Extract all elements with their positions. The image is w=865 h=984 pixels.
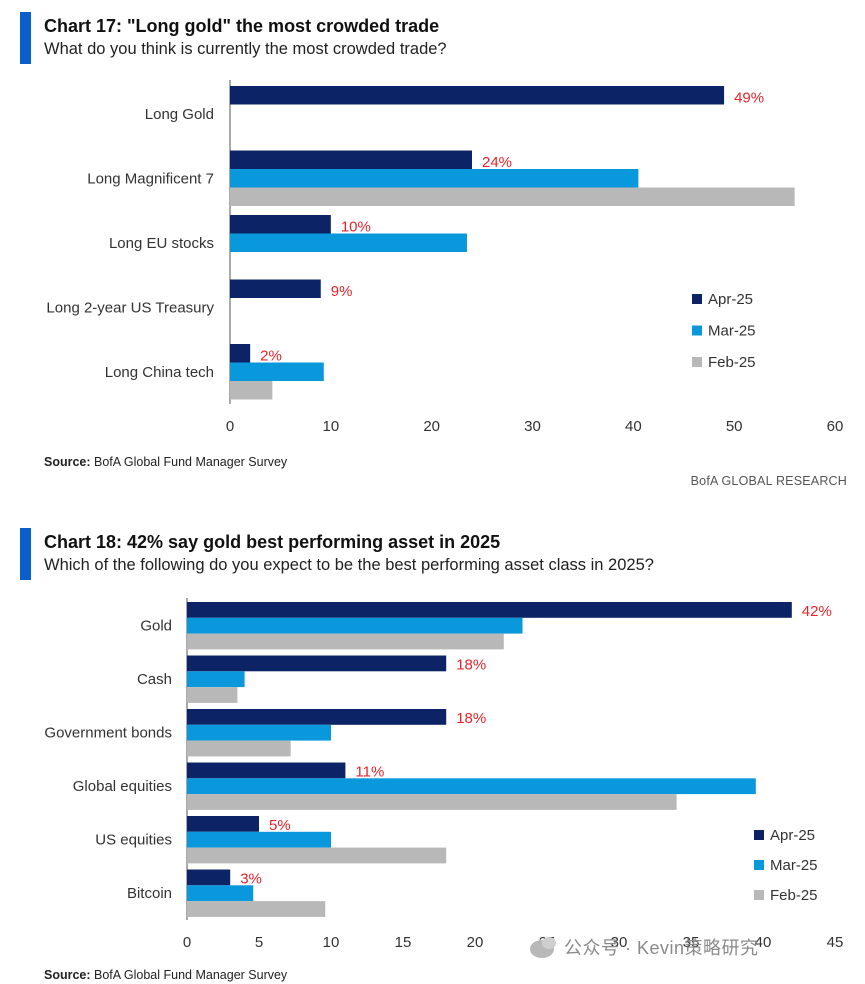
- chart-18-plot: Gold 42% Cash 18% Government bonds 18% Global …: [44, 598, 844, 951]
- bar-apr-25: [230, 344, 251, 363]
- bar-apr-25: [187, 762, 346, 779]
- bar-apr-25: [187, 869, 231, 886]
- legend-swatch-mar-25: [692, 325, 702, 336]
- chart-source: Source: BofA Global Fund Manager Survey: [44, 455, 287, 469]
- bar-mar-25: [187, 778, 756, 795]
- chart-subtitle: Which of the following do you expect to …: [44, 556, 654, 574]
- bar-apr-25: [187, 709, 447, 725]
- x-tick-label: 20: [423, 418, 440, 435]
- category-label: Long Gold: [145, 106, 214, 123]
- x-tick-label: 15: [395, 934, 412, 951]
- chart-source: Source: BofA Global Fund Manager Survey: [44, 968, 287, 982]
- bar-apr-25: [230, 215, 331, 234]
- data-label: 2%: [260, 348, 282, 365]
- legend-swatch-feb-25: [754, 890, 764, 900]
- bar-feb-25: [187, 633, 504, 650]
- category-label: Government bonds: [44, 725, 172, 742]
- legend-label: Mar-25: [708, 323, 756, 340]
- bar-apr-25: [187, 602, 792, 618]
- category-label: US equities: [95, 832, 172, 849]
- x-tick-label: 30: [524, 418, 541, 435]
- category-label: Global equities: [73, 778, 172, 795]
- data-label: 5%: [269, 817, 291, 834]
- watermark-text: 公众号 · Kevin策略研究: [564, 938, 759, 958]
- chart-title: Chart 18: 42% say gold best performing a…: [44, 532, 501, 552]
- bar-mar-25: [230, 362, 324, 381]
- x-tick-label: 0: [226, 418, 234, 435]
- legend-label: Apr-25: [770, 827, 815, 844]
- source-prefix: Source:: [44, 968, 91, 982]
- bar-feb-25: [187, 901, 326, 917]
- brand-label: BofA GLOBAL RESEARCH: [690, 474, 847, 488]
- data-label: 24%: [482, 154, 512, 171]
- title-accent-bar: [20, 528, 31, 580]
- bar-feb-25: [230, 187, 795, 206]
- chart-18-panel: Chart 18: 42% say gold best performing a…: [0, 520, 865, 984]
- bar-mar-25: [230, 233, 467, 252]
- watermark: 公众号 · Kevin策略研究: [530, 934, 759, 960]
- bar-mar-25: [187, 724, 331, 741]
- x-tick-label: 45: [827, 934, 844, 951]
- data-label: 11%: [355, 763, 384, 780]
- bar-apr-25: [187, 816, 259, 832]
- x-tick-label: 10: [323, 934, 340, 951]
- legend-label: Mar-25: [770, 857, 818, 874]
- x-tick-label: 50: [726, 418, 743, 435]
- bar-feb-25: [187, 687, 238, 703]
- wechat-icon: [530, 937, 556, 959]
- legend-label: Feb-25: [770, 887, 818, 904]
- data-label: 18%: [456, 656, 486, 673]
- data-label: 18%: [456, 710, 486, 727]
- chart-title: Chart 17: "Long gold" the most crowded t…: [44, 16, 440, 36]
- category-label: Gold: [140, 618, 172, 635]
- bar-apr-25: [187, 655, 447, 672]
- bar-apr-25: [230, 86, 725, 105]
- x-tick-label: 35: [683, 934, 700, 951]
- x-tick-label: 5: [255, 934, 263, 951]
- bar-mar-25: [187, 671, 245, 688]
- legend-label: Feb-25: [708, 354, 756, 371]
- data-label: 10%: [341, 219, 371, 236]
- x-tick-label: 20: [467, 934, 484, 951]
- x-tick-label: 40: [625, 418, 642, 435]
- source-text: BofA Global Fund Manager Survey: [90, 968, 288, 982]
- data-label: 3%: [240, 870, 262, 887]
- data-label: 49%: [734, 90, 764, 107]
- chart-17-plot: Long Gold 49% Long Magnificent 7 24% Long EU…: [46, 80, 844, 435]
- legend-swatch-mar-25: [754, 860, 764, 870]
- category-label: Long EU stocks: [109, 235, 214, 252]
- x-tick-label: 40: [755, 934, 772, 951]
- category-label: Long Magnificent 7: [87, 170, 214, 187]
- source-text: BofA Global Fund Manager Survey: [90, 455, 288, 469]
- data-label: 42%: [802, 603, 832, 620]
- x-tick-label: 0: [183, 934, 191, 951]
- bar-mar-25: [187, 831, 331, 848]
- bar-feb-25: [187, 847, 447, 864]
- legend-swatch-apr-25: [754, 830, 764, 840]
- bar-apr-25: [230, 150, 472, 169]
- bar-feb-25: [187, 794, 677, 810]
- category-label: Long 2-year US Treasury: [46, 299, 214, 316]
- legend-label: Apr-25: [708, 291, 753, 308]
- title-accent-bar: [20, 12, 31, 64]
- bar-feb-25: [230, 381, 273, 400]
- x-tick-label: 60: [827, 418, 844, 435]
- bar-mar-25: [187, 885, 254, 902]
- bar-mar-25: [230, 169, 639, 188]
- bar-apr-25: [230, 279, 321, 298]
- category-label: Bitcoin: [127, 885, 172, 902]
- bar-mar-25: [187, 617, 523, 634]
- bar-feb-25: [187, 740, 291, 757]
- legend-swatch-feb-25: [692, 357, 702, 367]
- chart-subtitle: What do you think is currently the most …: [44, 40, 447, 58]
- source-prefix: Source:: [44, 455, 91, 469]
- category-label: Long China tech: [105, 364, 214, 381]
- x-tick-label: 30: [611, 934, 628, 951]
- category-label: Cash: [137, 671, 172, 688]
- legend-swatch-apr-25: [692, 294, 702, 304]
- x-tick-label: 10: [322, 418, 339, 435]
- data-label: 9%: [331, 283, 353, 300]
- chart-17-panel: Chart 17: "Long gold" the most crowded t…: [20, 12, 847, 488]
